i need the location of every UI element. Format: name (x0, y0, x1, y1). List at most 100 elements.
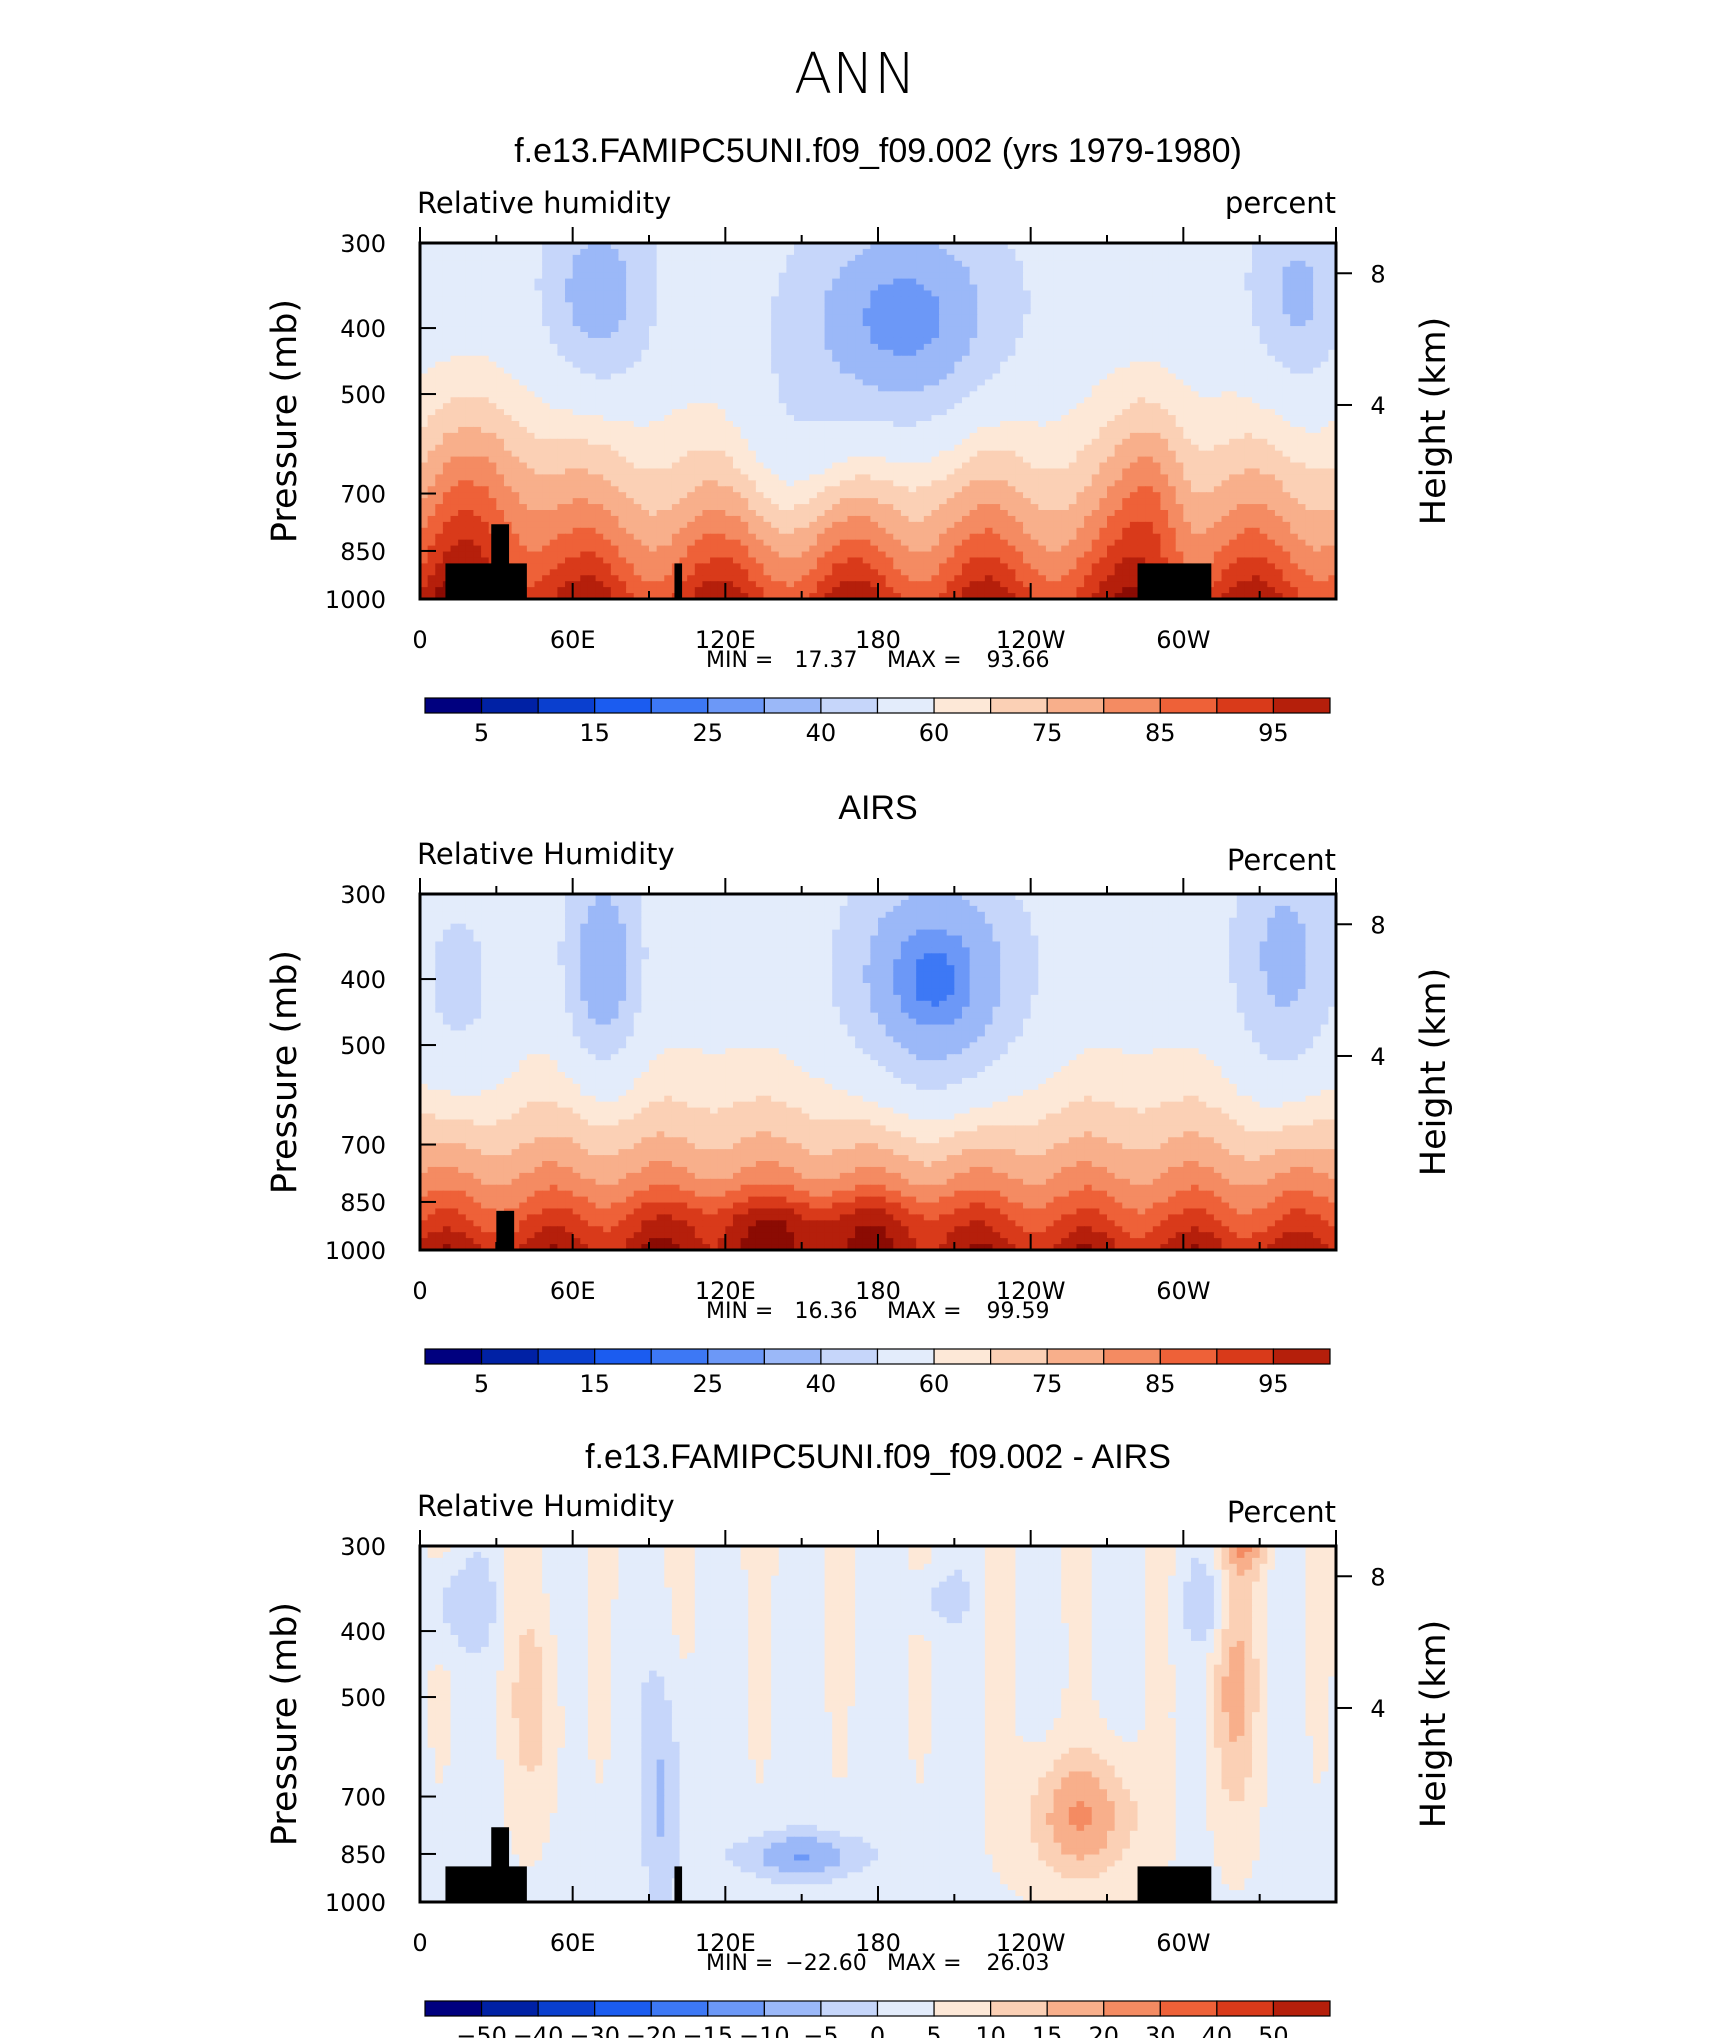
contour-cell (1145, 450, 1154, 458)
contour-cell (847, 426, 856, 434)
contour-cell (931, 361, 940, 369)
contour-cell (847, 308, 856, 315)
contour-cell (420, 260, 429, 268)
contour-cell (1190, 397, 1200, 404)
contour-cell (916, 385, 925, 392)
contour-cell (694, 409, 704, 416)
contour-cell (557, 332, 566, 339)
contour-cell (931, 468, 940, 475)
contour-cell (1183, 444, 1192, 452)
contour-cell (488, 308, 497, 315)
contour-cell (1320, 462, 1329, 470)
contour-cell (839, 355, 849, 363)
contour-cell (580, 367, 589, 375)
contour-cell (542, 337, 551, 345)
contour-cell (839, 296, 849, 303)
contour-cell (618, 403, 627, 410)
contour-cell (1023, 302, 1032, 309)
contour-cell (771, 284, 780, 292)
contour-cell (481, 474, 490, 481)
contour-cell (1114, 243, 1123, 250)
contour-cell (1313, 480, 1322, 487)
contour-cell (1068, 468, 1078, 475)
contour-cell (1015, 361, 1024, 369)
contour-cell (1168, 332, 1177, 339)
contour-cell (641, 385, 650, 392)
contour-cell (916, 320, 925, 327)
contour-cell (717, 248, 726, 256)
contour-cell (740, 421, 749, 428)
contour-cell (1252, 468, 1261, 475)
contour-cell (916, 278, 925, 286)
contour-cell (717, 421, 726, 428)
contour-cell (442, 314, 452, 321)
contour-cell (1045, 409, 1055, 416)
contour-cell (427, 278, 436, 286)
contour-cell (671, 391, 681, 398)
contour-cell (1160, 248, 1169, 256)
contour-cell (969, 326, 978, 333)
contour-cell (824, 421, 833, 428)
contour-cell (740, 284, 749, 292)
contour-cell (801, 438, 810, 446)
contour-cell (1229, 314, 1238, 321)
contour-cell (572, 438, 581, 446)
contour-cell (503, 266, 513, 274)
contour-cell (1015, 314, 1024, 321)
contour-cell (1198, 426, 1207, 434)
contour-cell (755, 426, 765, 434)
contour-cell (580, 468, 589, 475)
contour-cell (610, 343, 620, 351)
contour-cell (1145, 243, 1154, 250)
contour-cell (656, 432, 665, 440)
contour-cell (1229, 468, 1238, 475)
contour-cell (488, 320, 497, 327)
contour-cell (1267, 409, 1276, 416)
contour-cell (1213, 326, 1223, 333)
contour-cell (1000, 355, 1009, 363)
contour-cell (778, 486, 787, 493)
contour-cell (908, 337, 917, 345)
contour-cell (526, 361, 536, 369)
contour-cell (763, 456, 772, 464)
contour-cell (969, 355, 978, 363)
contour-cell (610, 332, 620, 339)
contour-cell (610, 456, 620, 464)
contour-cell (939, 296, 948, 303)
contour-cell (1023, 343, 1032, 351)
contour-cell (832, 278, 841, 286)
contour-cell (816, 403, 826, 410)
contour-cell (488, 254, 497, 262)
contour-cell (954, 379, 963, 386)
contour-cell (969, 462, 978, 470)
contour-cell (534, 468, 543, 475)
contour-cell (1168, 474, 1177, 481)
contour-cell (816, 474, 826, 481)
contour-cell (1099, 272, 1108, 280)
contour-cell (1007, 379, 1016, 386)
contour-cell (1252, 379, 1261, 386)
contour-cell (420, 474, 429, 481)
contour-cell (496, 373, 505, 381)
contour-cell (442, 326, 452, 333)
contour-cell (1122, 349, 1131, 357)
contour-cell (587, 314, 597, 321)
contour-cell (878, 278, 887, 286)
contour-cell (526, 432, 536, 440)
contour-cell (511, 421, 520, 428)
contour-cell (580, 337, 589, 345)
contour-cell (1076, 248, 1085, 256)
contour-cell (816, 468, 826, 475)
contour-cell (679, 284, 688, 292)
contour-cell (771, 456, 780, 464)
contour-cell (1175, 260, 1184, 268)
contour-cell (1168, 314, 1177, 321)
contour-cell (641, 367, 650, 375)
contour-cell (649, 379, 658, 386)
contour-cell (1259, 426, 1268, 434)
contour-cell (610, 450, 620, 458)
contour-cell (671, 462, 681, 470)
contour-cell (1290, 278, 1299, 286)
contour-cell (931, 314, 940, 321)
contour-cell (732, 456, 742, 464)
